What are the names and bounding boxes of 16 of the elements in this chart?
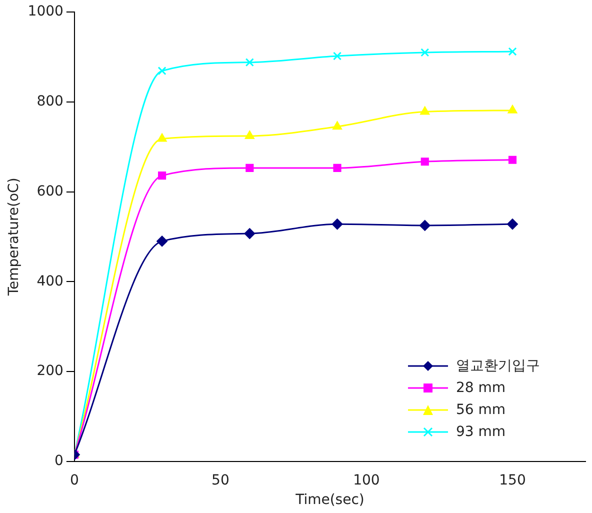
x-tick-label: 150 bbox=[499, 472, 526, 488]
y-tick-label: 200 bbox=[36, 363, 64, 380]
y-tick-label: 1000 bbox=[28, 4, 64, 20]
legend-label: 28 mm bbox=[456, 380, 506, 396]
x-tick-label: 100 bbox=[353, 472, 380, 488]
y-axis-title: Temperature(oC) bbox=[6, 178, 22, 297]
x-tick-label: 50 bbox=[212, 472, 230, 488]
x-tick-label: 0 bbox=[70, 472, 79, 488]
legend-label: 93 mm bbox=[456, 424, 506, 440]
y-tick-label: 800 bbox=[36, 94, 64, 110]
y-tick-label: 0 bbox=[54, 453, 64, 470]
y-tick-label: 400 bbox=[36, 273, 64, 290]
x-axis-title: Time(sec) bbox=[294, 492, 364, 508]
y-tick-label: 600 bbox=[36, 183, 64, 200]
legend-label: 56 mm bbox=[456, 402, 506, 418]
legend-label: 열교환기입구 bbox=[456, 357, 540, 375]
